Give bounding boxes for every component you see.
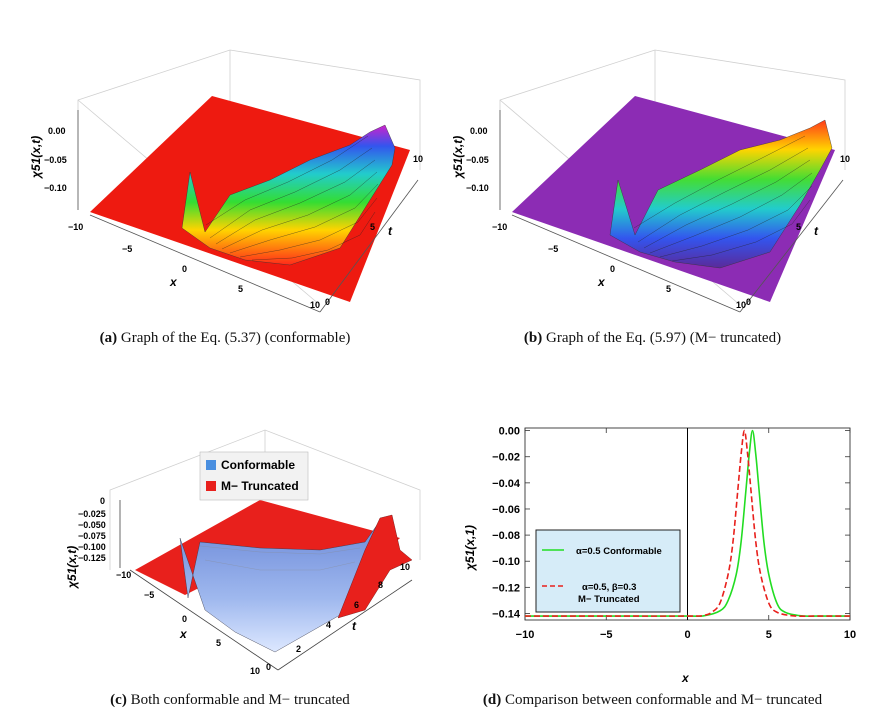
panel-a-caption: (a) Graph of the Eq. (5.37) (conformable… bbox=[20, 330, 430, 347]
series-line-truncated bbox=[524, 429, 851, 617]
panel-b-t-tick: 10 bbox=[840, 154, 850, 164]
y-tick-label: 0.00 bbox=[499, 426, 520, 438]
panel-b-plot: 0.00 −0.05 −0.10 χ51(x,t) −10 −5 0 5 10 … bbox=[451, 49, 850, 313]
y-tick-label: −0.14 bbox=[492, 608, 521, 620]
panel-a-x-tick: −10 bbox=[68, 222, 83, 232]
x-tick-label: 5 bbox=[766, 629, 772, 641]
panel-b-caption-text: Graph of the Eq. (5.97) (M− truncated) bbox=[546, 330, 782, 346]
panel-b-zlabel: χ51(x,t) bbox=[451, 136, 465, 180]
panel-b-tlabel: t bbox=[814, 224, 819, 238]
panel-d-chart: 0.00 −0.02 −0.04 −0.06 −0.08 −0.10 −0.12 −0.14 −… bbox=[463, 426, 856, 685]
panel-d-legend-label: α=0.5 Conformable bbox=[576, 546, 662, 557]
panel-d-legend: α=0.5 Conformable α=0.5, β=0.3 M− Trunca… bbox=[535, 529, 681, 613]
panel-c-x-tick: 10 bbox=[250, 666, 260, 676]
panel-d: 0.00 −0.02 −0.04 −0.06 −0.08 −0.10 −0.12 −0.14 −… bbox=[460, 420, 865, 690]
x-tick-label: −10 bbox=[516, 629, 535, 641]
panel-c-z-tick: −0.050 bbox=[78, 520, 106, 530]
panel-c-z-tick: −0.075 bbox=[78, 531, 106, 541]
panel-c-caption-text: Both conformable and M− truncated bbox=[130, 692, 350, 708]
panel-c-legend-swatch bbox=[206, 460, 216, 470]
panel-a-t-tick: 10 bbox=[413, 154, 423, 164]
panel-b-t-tick: 0 bbox=[746, 297, 751, 307]
panel-d-caption-tag: (d) bbox=[482, 692, 502, 708]
panel-a-xlabel: x bbox=[169, 275, 178, 289]
panel-c-x-tick: −10 bbox=[116, 570, 131, 580]
panel-b-x-tick: 10 bbox=[736, 300, 746, 310]
panel-c-caption-tag: (c) bbox=[110, 692, 127, 708]
panel-c-legend: Conformable M− Truncated bbox=[199, 451, 309, 501]
panel-d-caption-text: Comparison between conformable and M− tr… bbox=[504, 692, 823, 708]
x-tick-label: 10 bbox=[844, 629, 856, 641]
panel-a-plot: 0.00 −0.05 −0.10 χ51(x,t) −10 −5 0 5 10 … bbox=[29, 49, 423, 313]
panel-c-x-tick: −5 bbox=[144, 590, 154, 600]
panel-c-z-tick: −0.025 bbox=[78, 509, 106, 519]
y-tick-label: −0.10 bbox=[492, 556, 520, 568]
panel-c-t-tick: 2 bbox=[296, 644, 301, 654]
panel-b-xlabel: x bbox=[597, 275, 606, 289]
panel-c-legend-swatch bbox=[206, 481, 216, 491]
panel-b-caption-tag: (b) bbox=[523, 330, 543, 346]
panel-d-ylabel: χ51(x,1) bbox=[463, 525, 477, 572]
panel-b-x-tick: −10 bbox=[492, 222, 507, 232]
panel-c-t-tick: 8 bbox=[378, 580, 383, 590]
x-tick-label: 0 bbox=[684, 629, 690, 641]
panel-a-zlabel: χ51(x,t) bbox=[29, 136, 43, 180]
series-line-conformable bbox=[524, 429, 851, 618]
panel-c-zlabel: χ51(x,t) bbox=[65, 546, 79, 590]
x-tick-label: −5 bbox=[600, 629, 613, 641]
panel-c-red-ridge bbox=[337, 514, 413, 619]
y-tick-label: −0.06 bbox=[492, 504, 520, 516]
panel-b-z-tick: 0.00 bbox=[470, 126, 488, 136]
panel-b-x-tick: 5 bbox=[666, 284, 671, 294]
panel-a-wave-surface bbox=[181, 124, 396, 266]
panel-a-caption-text: Graph of the Eq. (5.37) (conformable) bbox=[120, 330, 351, 346]
panel-a-x-tick: 5 bbox=[238, 284, 243, 294]
panel-c-xlabel: x bbox=[179, 627, 188, 641]
panel-b: 0.00 −0.05 −0.10 χ51(x,t) −10 −5 0 5 10 … bbox=[440, 20, 865, 320]
panel-b-caption: (b) Graph of the Eq. (5.97) (M− truncate… bbox=[440, 330, 865, 347]
panel-a-z-tick: −0.05 bbox=[44, 155, 67, 165]
panel-c-t-tick: 4 bbox=[326, 620, 331, 630]
y-tick-label: −0.12 bbox=[492, 582, 520, 594]
panel-b-x-tick: 0 bbox=[610, 264, 615, 274]
panel-c-caption: (c) Both conformable and M− truncated bbox=[20, 692, 440, 709]
panel-c-z-tick: −0.125 bbox=[78, 553, 106, 563]
y-tick-label: −0.08 bbox=[492, 530, 520, 542]
panel-c-z-tick: 0 bbox=[100, 496, 105, 506]
panel-a: 0.00 −0.05 −0.10 χ51(x,t) −10 −5 0 5 10 … bbox=[20, 20, 430, 320]
panel-c: Conformable M− Truncated 0 −0.025 −0.050… bbox=[20, 420, 440, 680]
panel-b-x-tick: −5 bbox=[548, 244, 558, 254]
panel-a-x-tick: 0 bbox=[182, 264, 187, 274]
panel-c-tlabel: t bbox=[352, 619, 357, 633]
panel-d-legend-label: α=0.5, β=0.3 bbox=[582, 582, 636, 593]
panel-d-caption: (d) Comparison between conformable and M… bbox=[440, 692, 865, 709]
panel-b-z-tick: −0.10 bbox=[466, 183, 489, 193]
panel-c-x-tick: 5 bbox=[216, 638, 221, 648]
panel-a-t-tick: 0 bbox=[325, 297, 330, 307]
panel-a-z-tick: 0.00 bbox=[48, 126, 66, 136]
panel-c-t-tick: 6 bbox=[354, 600, 359, 610]
panel-c-t-tick: 0 bbox=[266, 662, 271, 672]
panel-c-x-tick: 0 bbox=[182, 614, 187, 624]
panel-d-legend-label2: M− Truncated bbox=[578, 594, 640, 605]
panel-d-xlabel: x bbox=[681, 671, 690, 685]
panel-a-x-tick: 10 bbox=[310, 300, 320, 310]
panel-a-t-tick: 5 bbox=[370, 222, 375, 232]
panel-c-legend-label: M− Truncated bbox=[221, 479, 299, 493]
panel-b-t-tick: 5 bbox=[796, 222, 801, 232]
panel-a-x-tick: −5 bbox=[122, 244, 132, 254]
panel-a-caption-tag: (a) bbox=[99, 330, 118, 346]
panel-c-z-tick: −0.100 bbox=[78, 542, 106, 552]
panel-a-z-tick: −0.10 bbox=[44, 183, 67, 193]
panel-c-plot: Conformable M− Truncated 0 −0.025 −0.050… bbox=[65, 429, 421, 676]
panel-a-tlabel: t bbox=[388, 224, 393, 238]
panel-b-z-tick: −0.05 bbox=[466, 155, 489, 165]
panel-c-legend-label: Conformable bbox=[221, 458, 295, 472]
y-tick-label: −0.04 bbox=[492, 478, 521, 490]
panel-c-t-tick: 10 bbox=[400, 562, 410, 572]
y-tick-label: −0.02 bbox=[492, 452, 520, 464]
